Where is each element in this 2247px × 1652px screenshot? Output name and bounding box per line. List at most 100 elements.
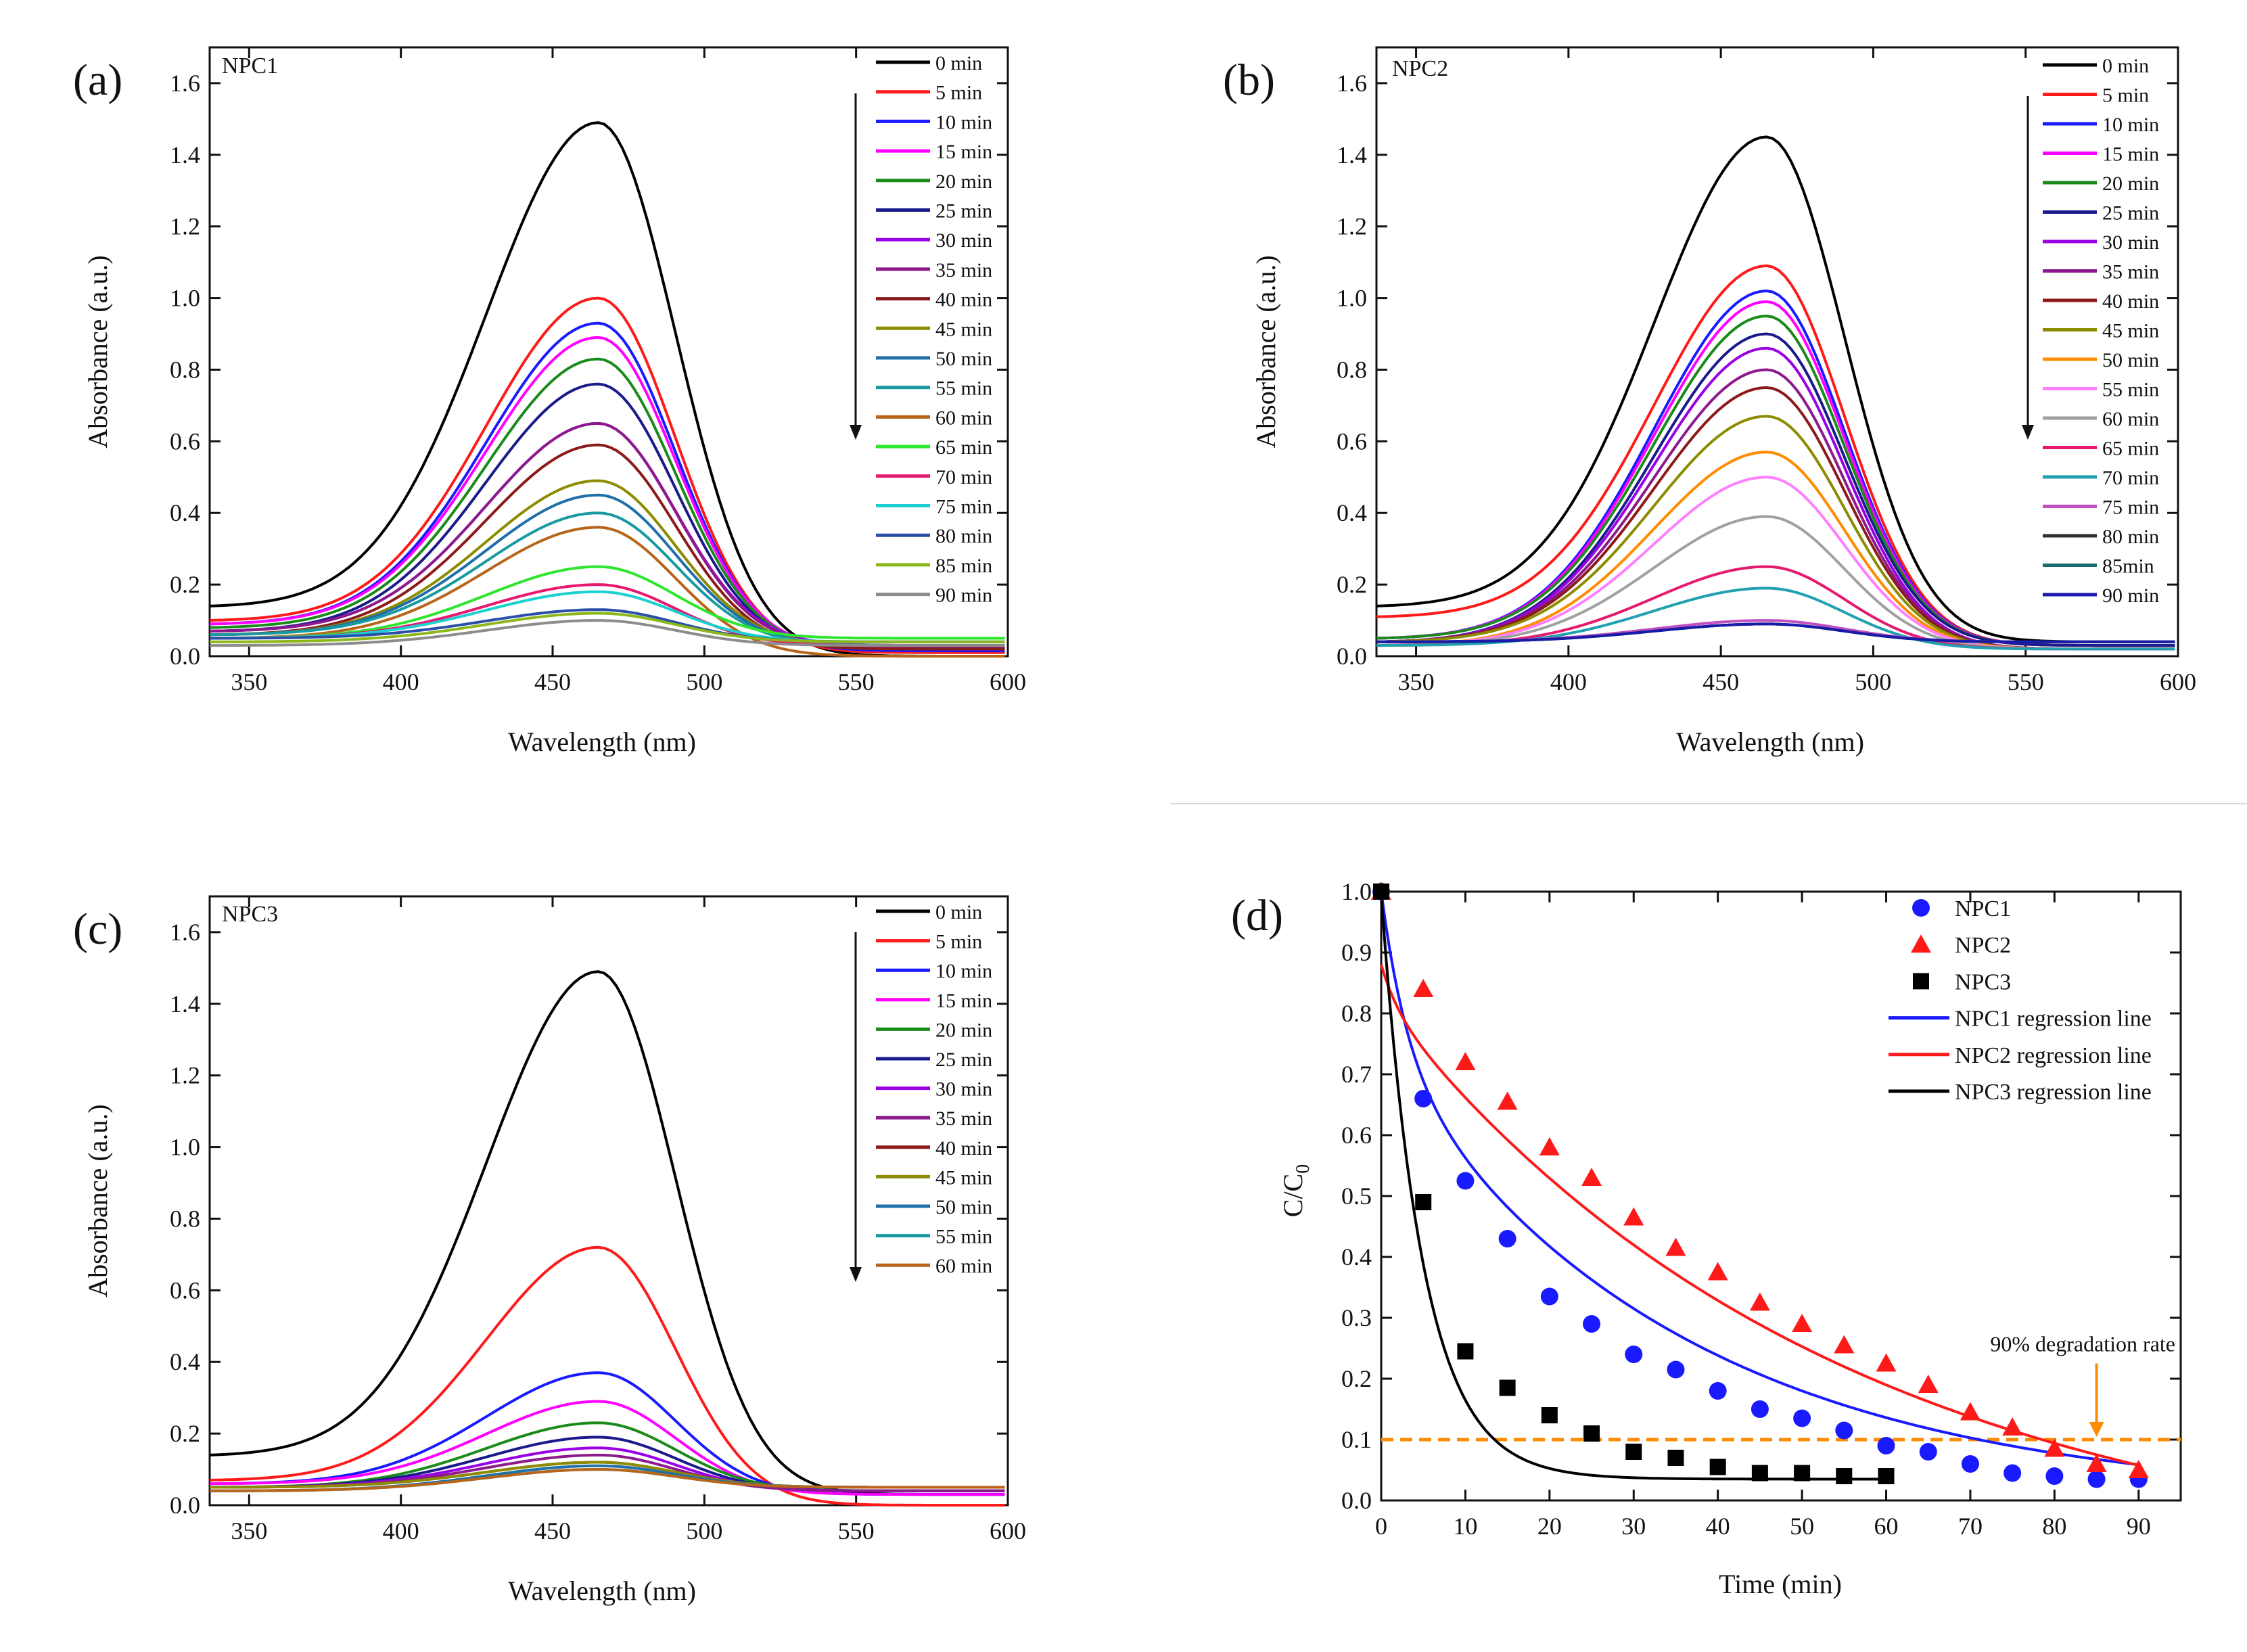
data-point-NPC1: [1540, 1287, 1558, 1306]
y-tick-label: 0.6: [1337, 428, 1367, 455]
spectrum-line-90-min: [210, 619, 1005, 647]
legend-label: 50 min: [935, 348, 992, 370]
legend-label: 30 min: [935, 229, 992, 252]
plot-frame: [1380, 890, 2182, 1502]
panel-a: (a) NPC1 Wavelength (nm) Absorbance (a.u…: [73, 46, 1026, 757]
legend-label: 60 min: [935, 407, 992, 429]
y-axis-label-main: C/C: [1278, 1174, 1308, 1217]
legend-label: 15 min: [2102, 143, 2159, 166]
y-tick-label: 0.0: [1337, 643, 1367, 670]
legend-label: 45 min: [2102, 320, 2159, 342]
y-axis-label: Absorbance (a.u.): [83, 255, 113, 448]
data-point-NPC3: [1373, 884, 1389, 900]
data-point-NPC1: [1919, 1443, 1937, 1461]
y-tick-label: 1.4: [170, 990, 200, 1017]
data-point-NPC2: [1707, 1262, 1728, 1281]
data-point-NPC2: [1792, 1314, 1813, 1332]
panel-title: NPC2: [1392, 56, 1448, 81]
y-tick-label: 0.1: [1341, 1426, 1372, 1453]
threshold-label: 90% degradation rate: [1990, 1332, 2175, 1356]
y-axis-label: C/C0: [1278, 1164, 1314, 1217]
data-point-NPC2: [1960, 1402, 1980, 1421]
legend-label: 25 min: [2102, 202, 2159, 225]
data-point-NPC2: [1918, 1375, 1939, 1393]
data-point-NPC2: [1455, 1052, 1476, 1070]
x-tick-label: 350: [231, 1517, 267, 1544]
y-tick-label: 0.2: [170, 571, 200, 598]
spectrum-line-15-min: [210, 1400, 1005, 1496]
data-point-NPC1: [2045, 1467, 2064, 1485]
data-point-NPC1: [1456, 1172, 1475, 1190]
x-tick-label: 500: [686, 668, 722, 695]
x-tick-label: 20: [1537, 1513, 1562, 1540]
panel-c: (c) NPC3 Wavelength (nm) Absorbance (a.u…: [73, 895, 1026, 1606]
x-tick-label: 50: [1790, 1513, 1814, 1540]
x-tick-label: 40: [1706, 1513, 1730, 1540]
x-axis-label: Time (min): [1719, 1569, 1842, 1599]
y-tick-label: 1.6: [170, 919, 200, 946]
x-tick-label: 60: [1874, 1513, 1899, 1540]
legend-label: 55 min: [935, 1226, 992, 1248]
y-tick-label: 0.4: [170, 499, 200, 526]
legend-label: 0 min: [935, 52, 982, 74]
spectrum-line-0-min: [209, 970, 1005, 1496]
x-tick-label: 400: [1550, 668, 1587, 695]
spectrum-line-85-min: [210, 612, 1005, 643]
legend-label: 40 min: [2102, 290, 2159, 313]
data-point-NPC1: [1498, 1230, 1516, 1247]
x-tick-label: 90: [2127, 1513, 2151, 1540]
legend-label: 85 min: [935, 555, 992, 577]
legend-label: 20 min: [935, 170, 992, 193]
data-point-NPC3: [1499, 1379, 1516, 1396]
legend-label: 5 min: [2102, 85, 2149, 107]
x-tick-label: 80: [2042, 1513, 2066, 1540]
spectrum-line-50-min: [209, 493, 1005, 647]
legend-label: 40 min: [935, 289, 992, 311]
legend-label: 50 min: [935, 1196, 992, 1218]
y-tick-label: 1.6: [1337, 70, 1367, 97]
spectrum-line-35-min: [209, 421, 1005, 649]
y-tick-label: 0.0: [170, 643, 200, 670]
data-point-NPC1: [1751, 1400, 1769, 1418]
x-tick-label: 550: [2008, 668, 2044, 695]
y-tick-label: 1.4: [1337, 141, 1367, 168]
data-point-NPC3: [1625, 1444, 1642, 1460]
y-tick-label: 0.9: [1341, 939, 1372, 966]
x-tick-label: 350: [231, 668, 267, 695]
decrease-arrow-head: [850, 1267, 862, 1282]
y-tick-label: 1.0: [1341, 878, 1372, 905]
decrease-arrow-head: [2022, 425, 2034, 440]
plot-frame: [208, 46, 1009, 658]
y-tick-label: 0.4: [1341, 1243, 1372, 1270]
spectrum-line-35-min: [1376, 368, 2175, 651]
legend-label: 40 min: [935, 1137, 992, 1160]
y-tick-label: 0.6: [170, 1277, 200, 1304]
y-tick-label: 0.2: [1337, 571, 1367, 598]
panel-label: (d): [1231, 891, 1283, 940]
spectrum-line-0-min: [209, 121, 1005, 658]
x-axis-label: Wavelength (nm): [508, 727, 696, 757]
legend-label: 35 min: [935, 259, 992, 281]
x-axis-label: Wavelength (nm): [1676, 727, 1864, 757]
x-tick-label: 350: [1398, 668, 1435, 695]
legend-label: NPC3 regression line: [1955, 1080, 2152, 1105]
x-tick-label: 30: [1621, 1513, 1646, 1540]
legend-label: 70 min: [935, 466, 992, 488]
data-point-NPC2: [2086, 1454, 2107, 1472]
y-axis-label: Absorbance (a.u.): [83, 1104, 113, 1297]
data-point-NPC3: [1667, 1450, 1684, 1466]
y-tick-label: 0.0: [170, 1492, 200, 1519]
y-tick-label: 0.8: [1341, 1000, 1372, 1027]
legend-label: 80 min: [2102, 526, 2159, 548]
legend-label: 0 min: [2102, 55, 2149, 77]
data-point-NPC3: [1751, 1465, 1768, 1482]
legend-label: 80 min: [935, 525, 992, 547]
legend-label: 10 min: [935, 960, 992, 982]
legend-label: 90 min: [935, 584, 992, 607]
x-tick-label: 450: [534, 668, 571, 695]
y-tick-label: 1.0: [170, 285, 200, 312]
x-tick-label: 450: [1702, 668, 1739, 695]
legend-label: 0 min: [935, 901, 982, 923]
data-point-NPC1: [1793, 1409, 1811, 1427]
